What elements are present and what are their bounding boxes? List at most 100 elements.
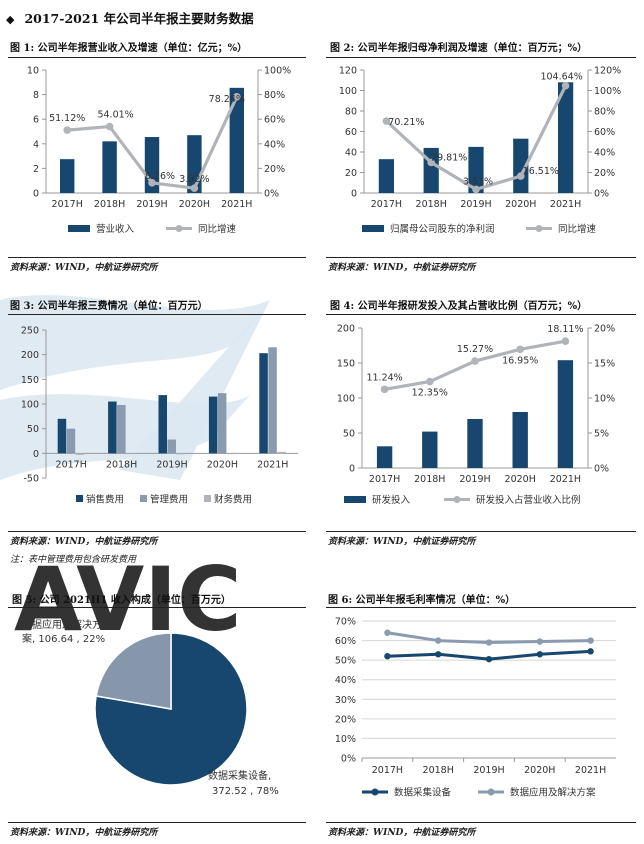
x-tick-label: 2020H: [524, 765, 555, 776]
figure-1-source: 资料来源：WIND，中航证券研究所: [10, 263, 158, 273]
legend-label: 研发投入占营业收入比例: [476, 494, 581, 506]
legend-label: 归属母公司股东的净利润: [390, 223, 495, 235]
data-label: 16.51%: [523, 166, 559, 177]
bar: [59, 159, 75, 193]
x-tick-label: 2017H: [371, 199, 402, 210]
x-tick-label: 2021H: [221, 199, 252, 210]
y-left-tick-label: 250: [21, 326, 39, 337]
y-right-tick-label: 60%: [264, 115, 285, 126]
y-left-tick-label: 8: [33, 90, 39, 101]
y-left-tick-label: 0%: [341, 754, 356, 765]
y-right-tick-label: 80%: [594, 107, 615, 118]
line-point: [561, 337, 570, 346]
line-point: [587, 648, 594, 655]
y-left-tick-label: 200: [337, 324, 355, 335]
pie-slice: [94, 632, 248, 786]
bar: [126, 453, 135, 455]
y-right-tick-label: 40%: [264, 139, 285, 150]
legend-label: 营业收入: [96, 223, 135, 235]
figure-6-title: 图 6: 公司半年报毛利率情况（单位：%）: [328, 595, 516, 606]
y-right-tick-label: 0%: [264, 189, 279, 200]
data-label: 78.24%: [209, 94, 245, 105]
legend-label: 研发投入: [372, 494, 411, 506]
bar: [75, 453, 85, 455]
y-left-tick-label: 0: [351, 189, 357, 200]
data-label: 29.81%: [431, 152, 467, 163]
bar: [376, 446, 393, 468]
bar: [102, 141, 117, 193]
figure-3-note: 注：表中管理费用包含研发费用: [10, 555, 137, 565]
legend-swatch-bar: [68, 225, 90, 232]
data-label: 104.64%: [540, 72, 582, 83]
y-right-tick-label: 100%: [594, 86, 621, 97]
bar: [226, 453, 236, 455]
figure-6-bottom-rule: [326, 822, 636, 823]
figure-6-source: 资料来源：WIND，中航证券研究所: [328, 828, 476, 838]
legend-swatch-marker: [175, 225, 183, 232]
bar: [158, 395, 167, 454]
x-tick-label: 2020H: [207, 459, 238, 470]
x-tick-label: 2021H: [575, 765, 606, 776]
x-tick-label: 2020H: [179, 199, 210, 210]
pie-label: 案, 106.64 , 22%: [22, 632, 105, 645]
x-tick-label: 2019H: [473, 765, 504, 776]
y-left-tick-label: 150: [337, 359, 355, 370]
figure-2-title: 图 2: 公司半年报归母净利润及增速（单位：百万元；%）: [330, 43, 588, 54]
figure-5-bottom-rule: [8, 822, 306, 823]
figure-2-top-rule: [326, 57, 636, 58]
line-point: [485, 655, 493, 663]
bar: [468, 146, 484, 193]
figure-2-bottom-rule: [326, 257, 636, 258]
legend-label: 数据采集设备: [394, 787, 452, 799]
x-tick-label: 2018H: [414, 474, 445, 485]
bar: [167, 439, 176, 454]
line-point: [148, 179, 156, 187]
x-tick-label: 2017H: [52, 199, 83, 210]
x-tick-label: 2017H: [369, 474, 400, 485]
line-point: [561, 81, 570, 90]
y-right-tick-label: 20%: [594, 324, 615, 335]
y-left-tick-label: -50: [23, 474, 39, 485]
figure-5-top-rule: [8, 607, 306, 608]
data-label: 54.01%: [97, 110, 133, 121]
legend-label: 同比增速: [558, 223, 597, 235]
x-tick-label: 2019H: [460, 199, 491, 210]
line-point: [380, 385, 389, 394]
y-right-tick-label: 60%: [594, 127, 615, 138]
x-tick-label: 2021H: [550, 474, 581, 485]
legend-label: 管理费用: [150, 494, 188, 506]
y-left-tick-label: 6: [33, 115, 39, 126]
section-title: 2017-2021 年公司半年报主要财务数据: [24, 11, 254, 26]
y-left-tick-label: 70%: [335, 617, 356, 628]
line-point: [384, 629, 391, 636]
y-left-tick-label: 200: [21, 350, 39, 361]
bar: [217, 393, 227, 454]
y-left-tick-label: 100: [339, 86, 357, 97]
x-tick-label: 2020H: [505, 474, 536, 485]
figure-5-title: 图 5: 公司 2021H1 收入构成（单位：百万元）: [12, 595, 231, 606]
figure-3-source: 资料来源：WIND，中航证券研究所: [10, 537, 158, 547]
x-tick-label: 2019H: [459, 474, 490, 485]
x-tick-label: 2018H: [423, 765, 454, 776]
y-left-tick-label: 0: [33, 449, 39, 460]
legend-swatch-marker: [371, 788, 379, 796]
line-point: [435, 637, 442, 644]
x-tick-label: 2019H: [136, 199, 167, 210]
x-tick-label: 2021H: [257, 459, 288, 470]
y-left-tick-label: 0: [33, 189, 39, 200]
y-left-tick-label: 10: [27, 66, 39, 77]
bar: [467, 419, 483, 468]
legend-label: 销售费用: [86, 494, 124, 506]
line-point: [472, 185, 480, 194]
y-left-tick-label: 10%: [335, 734, 356, 745]
y-left-tick-label: 60: [345, 127, 357, 138]
pie-label: 数据应用及解决方: [22, 618, 102, 631]
x-tick-label: 2019H: [156, 459, 187, 470]
line-point: [471, 357, 479, 365]
y-left-tick-label: 30%: [335, 695, 356, 706]
y-right-tick-label: 5%: [594, 429, 609, 440]
legend-swatch-marker: [487, 788, 495, 796]
line-point: [435, 651, 442, 658]
figure-1-title: 图 1: 公司半年报营业收入及增速（单位：亿元；%）: [10, 43, 248, 54]
